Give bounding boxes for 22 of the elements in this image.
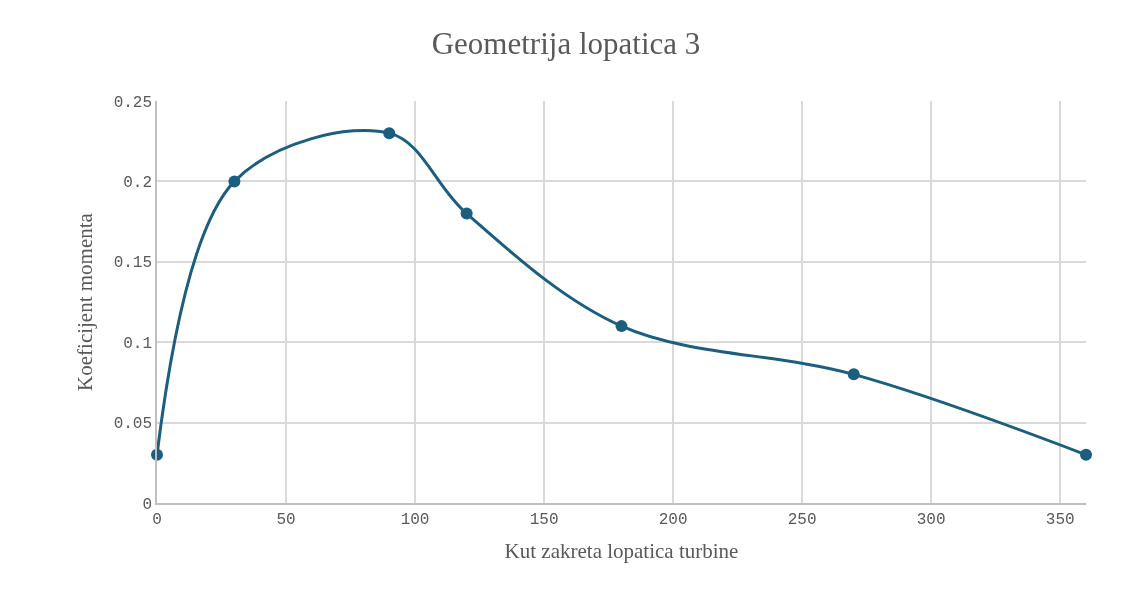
x-tick-label: 200 [658, 510, 688, 529]
x-tick-label: 250 [787, 510, 817, 529]
y-tick-label: 0.15 [113, 254, 153, 273]
x-tick-label: 150 [529, 510, 559, 529]
y-tick-label: 0.1 [123, 334, 153, 353]
y-axis-title: Koeficijent momenta [73, 212, 98, 391]
point [847, 368, 860, 381]
point [1080, 448, 1092, 461]
point [228, 175, 241, 188]
x-axis-title: Kut zakreta lopatica turbine [504, 538, 739, 563]
x-tick-label: 50 [276, 510, 296, 529]
point [383, 127, 396, 140]
y-tick-label: 0.05 [113, 415, 153, 434]
point [460, 207, 473, 220]
y-tick-label: 0.2 [123, 174, 153, 192]
y-tick-label: 0 [142, 495, 153, 514]
x-tick-label: 300 [916, 510, 946, 529]
chart-title: Geometrija lopatica 3 [431, 25, 701, 61]
y-tick-label: 0.25 [113, 93, 153, 112]
x-tick-label: 350 [1045, 510, 1075, 529]
point [615, 320, 628, 333]
x-tick-label: 100 [400, 510, 430, 529]
